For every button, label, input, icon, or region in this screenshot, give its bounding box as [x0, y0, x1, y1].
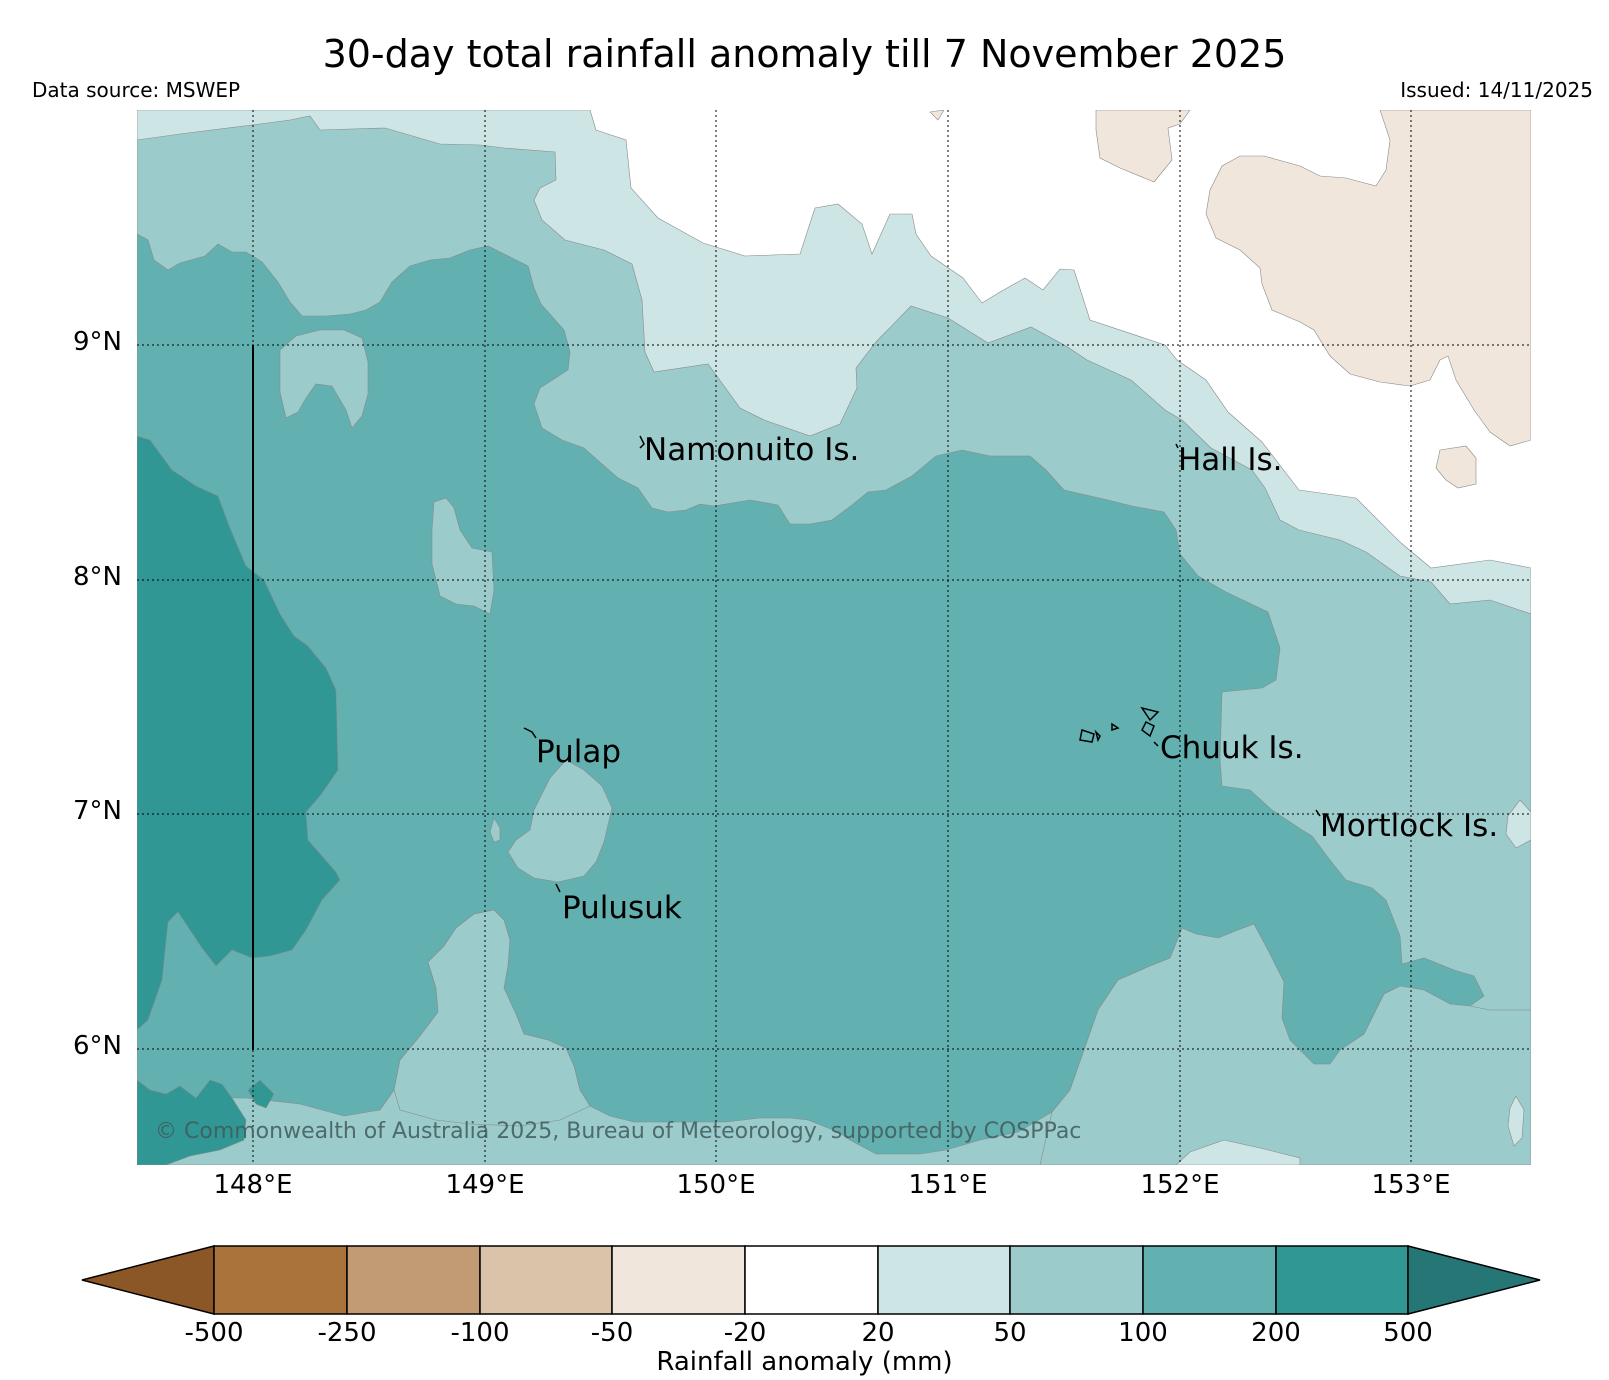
colorbar-tick: -250 — [317, 1318, 377, 1348]
lat-label-8n: 8°N — [73, 562, 122, 592]
colorbar-bin — [1275, 1245, 1409, 1315]
patch-light-east — [1505, 799, 1531, 849]
patch-light-west — [279, 329, 369, 429]
colorbar-bin — [611, 1245, 746, 1315]
namonuito-island-icon — [639, 435, 645, 449]
region-tan-ne — [1095, 110, 1191, 183]
lat-label-7n: 7°N — [73, 796, 122, 826]
label-pulap: Pulap — [536, 734, 621, 770]
colorbar-bin — [1009, 1245, 1144, 1315]
colorbar-tick: -500 — [184, 1318, 244, 1348]
colorbar-tick: 20 — [861, 1318, 895, 1348]
colorbar-tick: 200 — [1251, 1318, 1301, 1348]
label-mortlock: Mortlock Is. — [1320, 808, 1498, 844]
patch-mid-pulap — [507, 759, 613, 883]
lon-label-149e: 149°E — [445, 1170, 525, 1200]
colorbar-bin — [479, 1245, 613, 1315]
lon-label-151e: 151°E — [908, 1170, 988, 1200]
chuuk-island-icon — [1079, 706, 1160, 747]
colorbar-tick: -100 — [450, 1318, 510, 1348]
patch-mid-sw — [393, 909, 591, 1127]
lon-label-152e: 152°E — [1140, 1170, 1220, 1200]
colorbar-bin — [1142, 1245, 1277, 1315]
colorbar-bin — [346, 1245, 481, 1315]
region-tan-ne3 — [1435, 445, 1477, 489]
hall-island-icon — [1175, 443, 1179, 449]
colorbar-tick: 500 — [1383, 1318, 1433, 1348]
mortlock-island-icon — [1315, 809, 1321, 817]
label-pulusuk: Pulusuk — [562, 890, 682, 926]
lat-label-6n: 6°N — [73, 1031, 122, 1061]
colorbar-bin — [213, 1245, 348, 1315]
label-chuuk: Chuuk Is. — [1160, 730, 1304, 766]
patch-mid-149 — [431, 497, 495, 615]
lon-label-150e: 150°E — [676, 1170, 756, 1200]
label-hall: Hall Is. — [1178, 442, 1283, 478]
anomaly-field — [137, 110, 1531, 1165]
colorbar-bin — [877, 1245, 1011, 1315]
data-source: Data source: MSWEP — [32, 78, 241, 102]
issued-date: Issued: 14/11/2025 — [1400, 78, 1593, 102]
pulap-island-icon — [523, 727, 537, 739]
colorbar-tick: 50 — [993, 1318, 1027, 1348]
graticule — [137, 110, 1531, 1165]
patch-dark-sw — [137, 1079, 247, 1165]
copyright-notice: © Commonwealth of Australia 2025, Bureau… — [155, 1119, 1081, 1144]
colorbar-title: Rainfall anomaly (mm) — [656, 1347, 953, 1377]
colorbar-tick: -20 — [723, 1318, 767, 1348]
patch-dark-sw2 — [247, 1079, 275, 1109]
patch-light-se — [1175, 1139, 1301, 1165]
region-tan-tiny — [929, 110, 945, 121]
lon-label-148e: 148°E — [213, 1170, 293, 1200]
colorbar-extend-low — [81, 1245, 215, 1315]
colorbar-tick: -50 — [590, 1318, 634, 1348]
region-tan-ne2 — [1205, 110, 1531, 447]
island-outlines — [523, 435, 1321, 893]
lat-label-9n: 9°N — [73, 327, 122, 357]
lon-label-153e: 153°E — [1371, 1170, 1451, 1200]
region-darkest — [137, 435, 341, 1031]
colorbar — [81, 1245, 1541, 1315]
map-title: 30-day total rainfall anomaly till 7 Nov… — [322, 32, 1287, 76]
patch-light-tiny — [489, 817, 501, 843]
label-namonuito: Namonuito Is. — [644, 432, 859, 468]
patch-mid-se — [1039, 923, 1531, 1165]
colorbar-bin — [744, 1245, 879, 1315]
colorbar-tick: 100 — [1118, 1318, 1168, 1348]
pulusuk-island-icon — [555, 883, 561, 893]
colorbar-extend-high — [1407, 1245, 1541, 1315]
patch-light-east2 — [1507, 1095, 1525, 1147]
